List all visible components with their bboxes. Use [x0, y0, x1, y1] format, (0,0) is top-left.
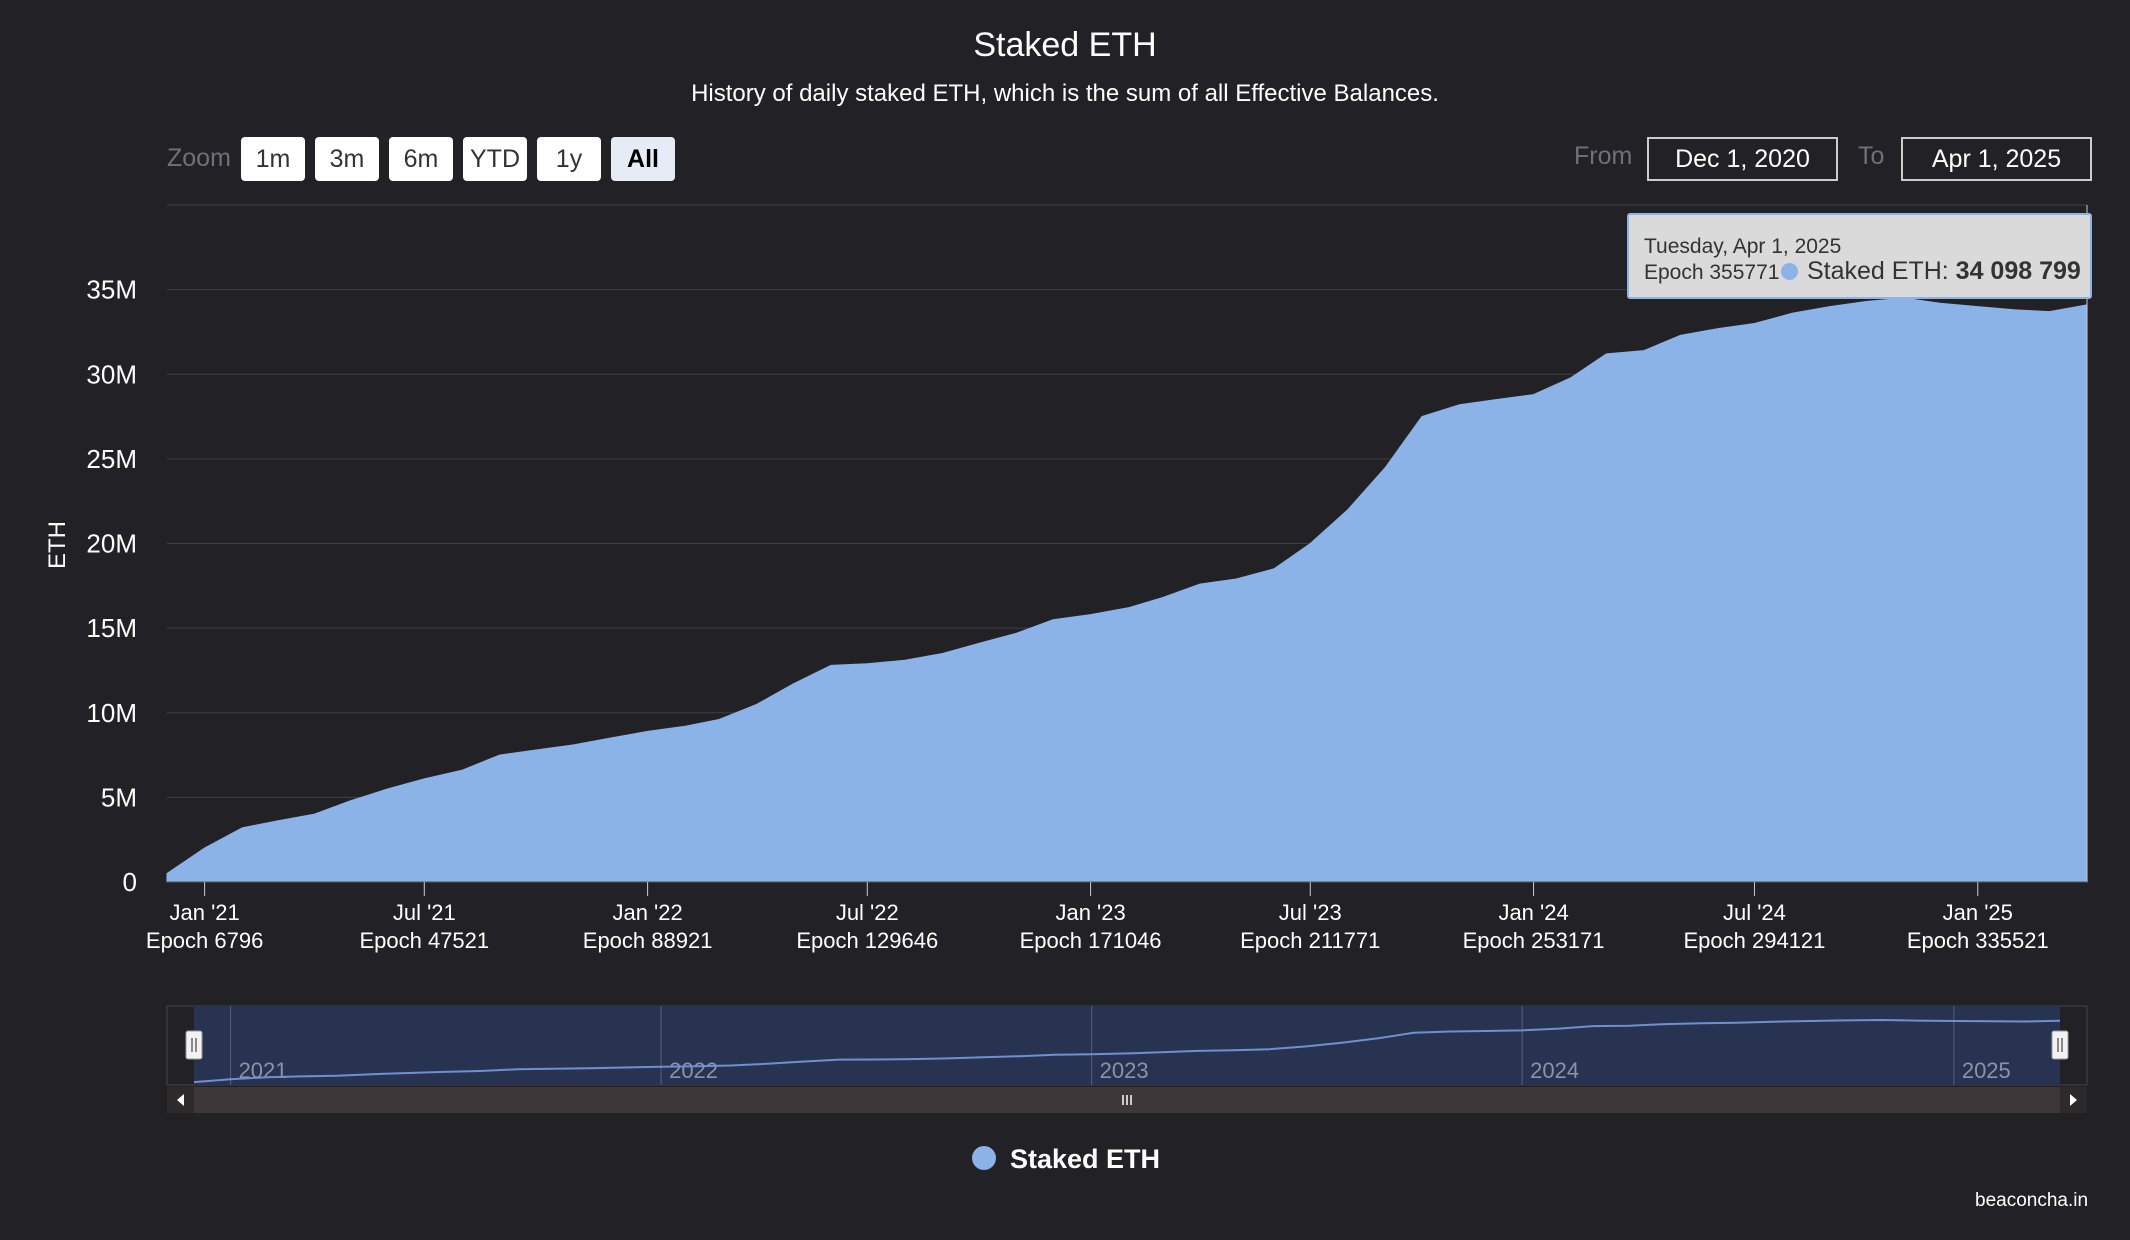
- tooltip-series-label: Staked ETH:: [1807, 257, 1956, 285]
- x-tick-epoch-label: Epoch 6796: [146, 928, 263, 953]
- zoom-1y-button[interactable]: 1y: [537, 137, 601, 181]
- legend-dot-icon: [972, 1146, 996, 1170]
- range-to-label: To: [1858, 142, 1885, 170]
- tooltip-date: Tuesday, Apr 1, 2025: [1644, 235, 1842, 258]
- chart-subtitle: History of daily staked ETH, which is th…: [691, 80, 1439, 107]
- navigator-year-label: 2022: [669, 1058, 718, 1083]
- series-area-staked-eth[interactable]: [166, 297, 2088, 883]
- legend-label: Staked ETH: [1010, 1144, 1161, 1174]
- scrollbar-right-arrow-icon: [2070, 1094, 2077, 1106]
- y-tick-label: 10M: [86, 698, 137, 728]
- x-tick-epoch-label: Epoch 211771: [1240, 928, 1380, 953]
- y-tick-label: 0: [123, 867, 137, 897]
- x-tick-label: Jan '21: [169, 900, 239, 925]
- y-tick-label: 30M: [86, 359, 137, 389]
- zoom-label: Zoom: [167, 144, 231, 172]
- navigator-year-label: 2025: [1962, 1058, 2011, 1083]
- navigator-handle-right[interactable]: [2051, 1030, 2069, 1060]
- navigator-handle-left[interactable]: [185, 1030, 203, 1060]
- x-tick-epoch-label: Epoch 88921: [583, 928, 713, 953]
- navigator-year-label: 2024: [1530, 1058, 1579, 1083]
- zoom-ytd-button[interactable]: YTD: [463, 137, 527, 181]
- chart-title: Staked ETH: [973, 26, 1157, 64]
- x-tick-label: Jul '23: [1279, 900, 1342, 925]
- zoom-3m-button[interactable]: 3m: [315, 137, 379, 181]
- zoom-1m-button[interactable]: 1m: [241, 137, 305, 181]
- range-to-input[interactable]: Apr 1, 2025: [1901, 137, 2092, 181]
- y-tick-label: 35M: [86, 275, 137, 305]
- tooltip-series-line: Staked ETH: 34 098 799: [1807, 257, 2081, 286]
- credits-link[interactable]: beaconcha.in: [1975, 1190, 2089, 1211]
- tooltip-value: 34 098 799: [1955, 257, 2081, 285]
- x-tick-epoch-label: Epoch 47521: [359, 928, 489, 953]
- x-tick-label: Jan '23: [1055, 900, 1125, 925]
- x-tick-label: Jan '22: [612, 900, 682, 925]
- scrollbar-left-arrow-icon: [177, 1094, 184, 1106]
- tooltip-series-dot-icon: [1781, 263, 1798, 280]
- tooltip: Tuesday, Apr 1, 2025 Epoch 355771 Staked…: [1627, 213, 2092, 299]
- navigator-series-line: [193, 1018, 2061, 1084]
- zoom-6m-button[interactable]: 6m: [389, 137, 453, 181]
- x-tick-epoch-label: Epoch 171046: [1020, 928, 1162, 953]
- navigator-year-label: 2023: [1100, 1058, 1149, 1083]
- y-tick-label: 20M: [86, 529, 137, 559]
- x-tick-epoch-label: Epoch 253171: [1463, 928, 1605, 953]
- x-tick-epoch-label: Epoch 294121: [1684, 928, 1826, 953]
- range-from-label: From: [1574, 142, 1633, 170]
- x-tick-label: Jan '25: [1943, 900, 2013, 925]
- range-from-input[interactable]: Dec 1, 2020: [1647, 137, 1838, 181]
- y-axis-title: ETH: [44, 521, 71, 569]
- tooltip-epoch: Epoch 355771: [1644, 261, 1780, 284]
- zoom-all-button[interactable]: All: [611, 137, 675, 181]
- navigator-selection[interactable]: [194, 1006, 2060, 1085]
- x-tick-epoch-label: Epoch 335521: [1907, 928, 2049, 953]
- y-tick-label: 25M: [86, 444, 137, 474]
- x-tick-label: Jan '24: [1498, 900, 1568, 925]
- x-tick-label: Jul '24: [1723, 900, 1786, 925]
- x-tick-epoch-label: Epoch 129646: [796, 928, 938, 953]
- x-tick-label: Jul '22: [836, 900, 899, 925]
- x-tick-label: Jul '21: [393, 900, 456, 925]
- y-tick-label: 5M: [101, 782, 137, 812]
- y-tick-label: 15M: [86, 613, 137, 643]
